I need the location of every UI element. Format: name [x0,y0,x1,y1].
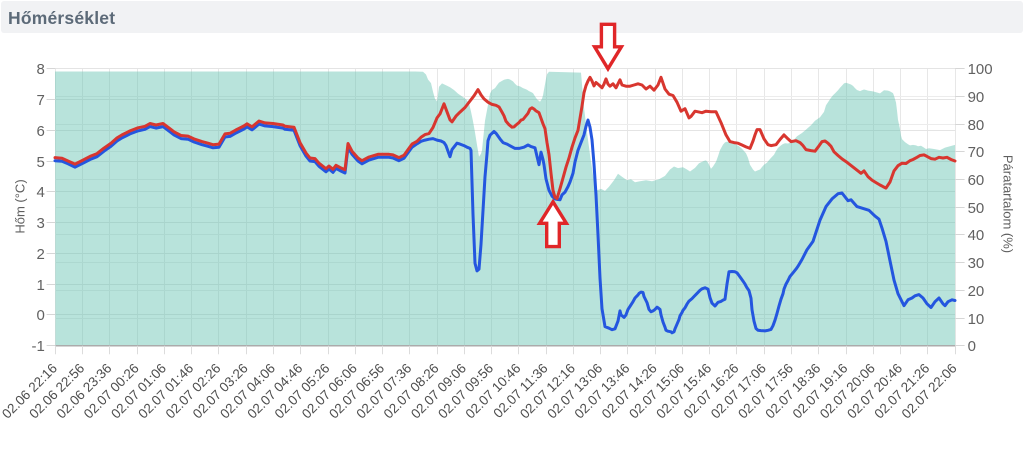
svg-text:6: 6 [37,123,45,140]
svg-text:2: 2 [37,246,45,263]
svg-text:90: 90 [968,89,985,106]
svg-text:10: 10 [968,311,985,328]
svg-text:60: 60 [968,172,985,189]
svg-text:70: 70 [968,144,985,161]
svg-text:30: 30 [968,255,985,272]
svg-text:-1: -1 [32,338,45,355]
svg-text:40: 40 [968,227,985,244]
svg-text:3: 3 [37,215,45,232]
svg-text:Páratartalom (%): Páratartalom (%) [1001,155,1016,253]
svg-text:80: 80 [968,117,985,134]
svg-text:5: 5 [37,154,45,171]
svg-text:8: 8 [37,61,45,78]
svg-text:Hőm (°C): Hőm (°C) [13,179,28,233]
svg-text:4: 4 [37,184,45,201]
svg-text:20: 20 [968,283,985,300]
svg-text:7: 7 [37,92,45,109]
svg-text:100: 100 [968,61,993,78]
svg-text:1: 1 [37,277,45,294]
svg-text:0: 0 [968,338,976,355]
svg-text:0: 0 [37,307,45,324]
svg-text:50: 50 [968,200,985,217]
